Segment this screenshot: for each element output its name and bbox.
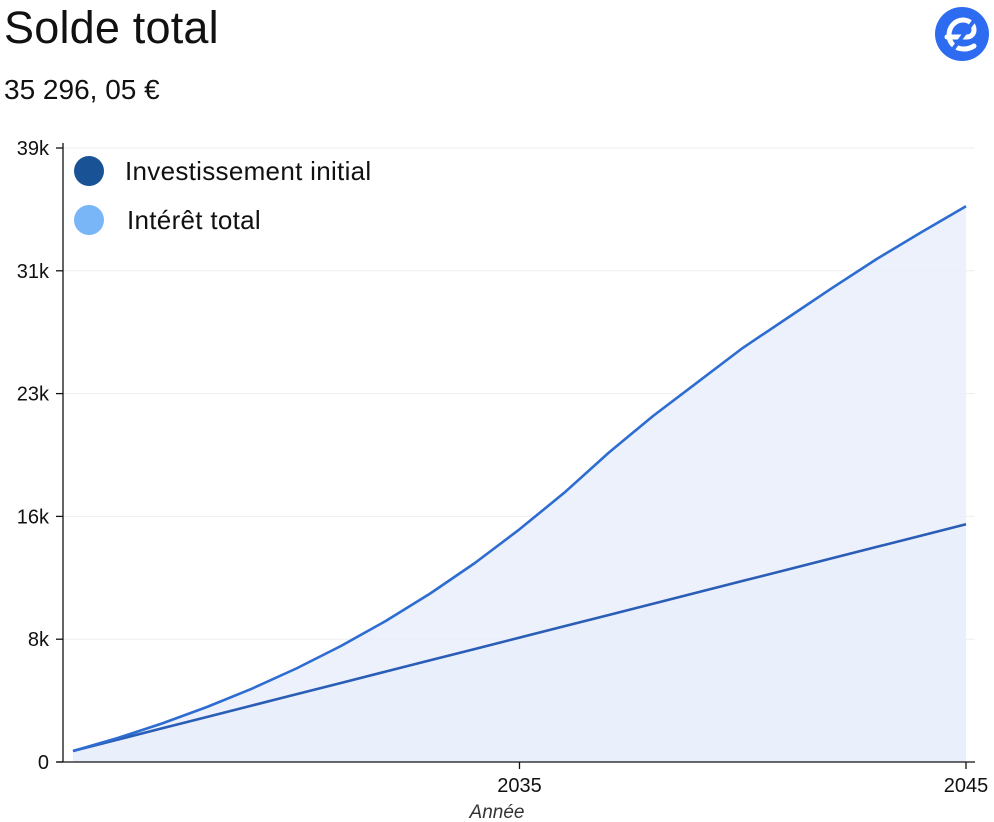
legend-label-1: Intérêt total [127,205,261,235]
y-tick-label-3: 23k [17,384,50,406]
e-logo-icon [935,7,989,61]
series-line-1 [72,205,967,753]
x-tick-label-0: 2035 [497,775,542,797]
x-ticks: 2035 2045 [497,762,988,797]
legend: Investissement initial Intérêt total [74,156,371,235]
legend-label-0: Investissement initial [125,156,371,186]
area-fills [73,206,966,763]
series-lines [72,205,967,753]
x-axis-title: Année [469,802,525,822]
legend-marker-0 [74,156,104,186]
y-tick-label-1: 8k [28,629,50,651]
y-ticks: 0 8k 16k 23k 31k 39k [17,138,63,774]
y-tick-label-2: 16k [17,506,50,528]
x-tick-label-1: 2045 [944,775,989,797]
series-line-0 [72,523,967,753]
y-tick-label-4: 31k [17,261,50,283]
page-title: Solde total [4,2,219,53]
axes [57,143,975,763]
y-tick-label-0: 0 [38,752,49,774]
total-balance: 35 296, 05 € [4,74,160,105]
area-0 [73,524,966,762]
y-tick-label-5: 39k [17,138,50,160]
legend-marker-1 [74,205,104,235]
